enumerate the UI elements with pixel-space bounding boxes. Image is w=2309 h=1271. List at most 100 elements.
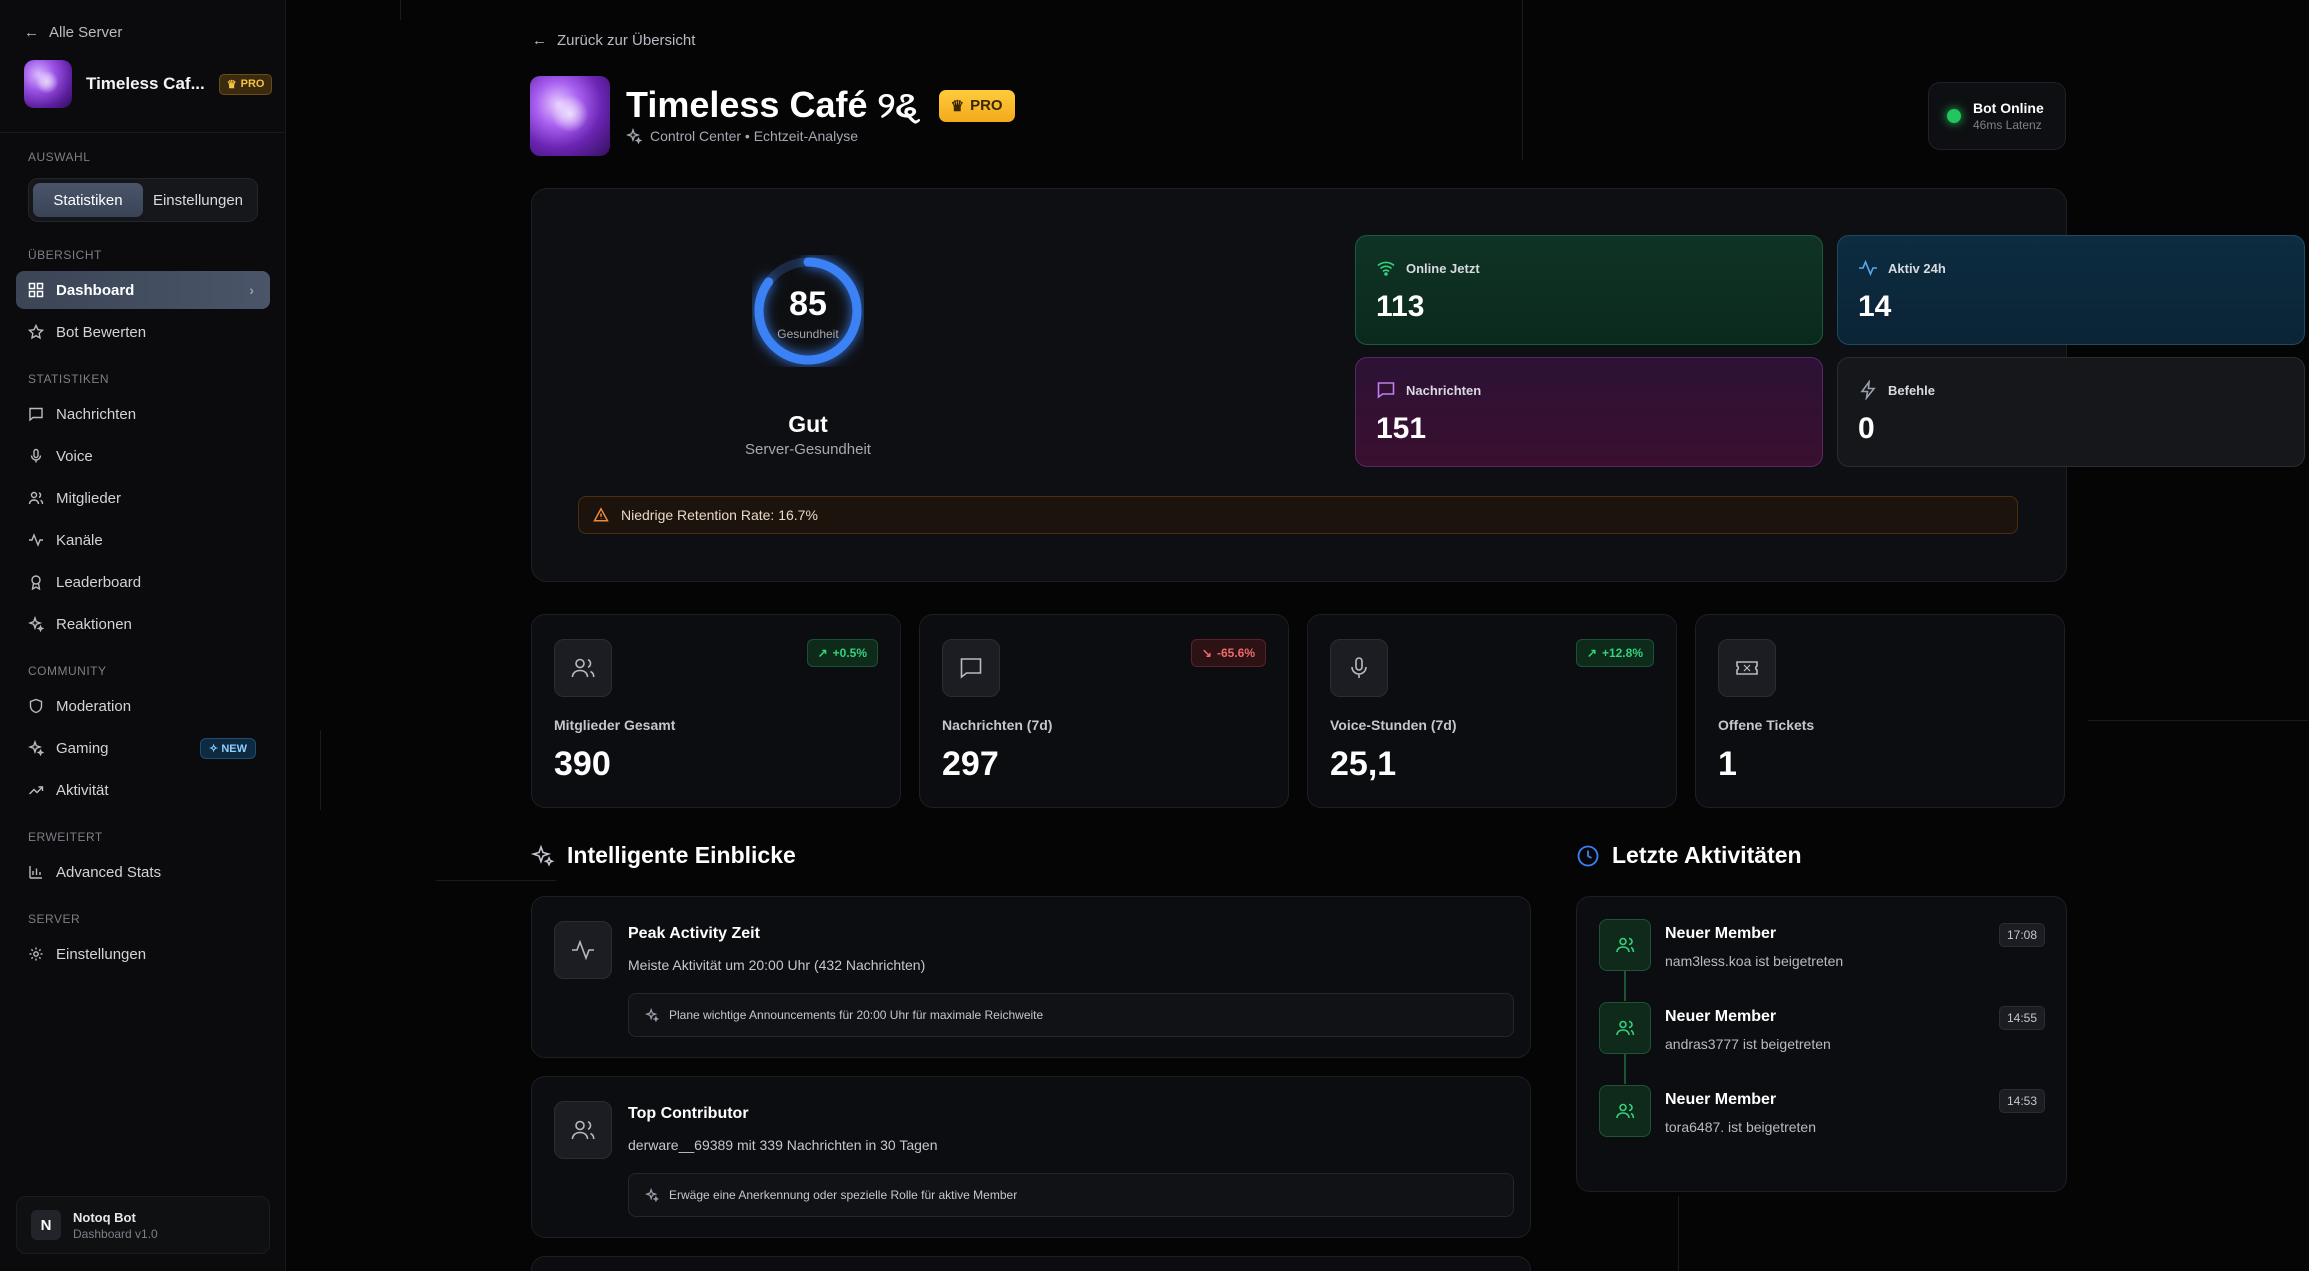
microphone-icon-box bbox=[1330, 639, 1388, 697]
bar-chart-icon bbox=[29, 866, 42, 879]
messages-value: 151 bbox=[1376, 412, 1427, 445]
wifi-icon bbox=[1377, 261, 1395, 276]
new-badge: ✧ NEW bbox=[200, 737, 256, 759]
message-icon-box bbox=[942, 639, 1000, 697]
sidebar: ← Alle Server Timeless Caf... ♛ PRO AUSWA… bbox=[0, 0, 286, 1271]
active-24h-value: 14 bbox=[1858, 290, 1892, 323]
status-dot bbox=[1947, 109, 1961, 123]
ticket-icon-box bbox=[1718, 639, 1776, 697]
sidebar-item-bot-bewerten[interactable]: Bot Bewerten bbox=[16, 313, 270, 351]
bot-version: Dashboard v1.0 bbox=[73, 1226, 158, 1241]
active-24h-card: Aktiv 24h 14 bbox=[1837, 235, 2305, 345]
open-tickets-card: Offene Tickets 1 bbox=[1695, 614, 2065, 808]
activity-time: 17:08 bbox=[1998, 923, 2045, 947]
sidebar-item-mitglieder[interactable]: Mitglieder bbox=[16, 479, 270, 517]
sidebar-item-gaming[interactable]: Gaming ✧ NEW bbox=[16, 729, 270, 767]
members-label: Mitglieder Gesamt bbox=[554, 717, 676, 733]
sidebar-item-aktivitaet[interactable]: Aktivität bbox=[16, 771, 270, 809]
ring-progress bbox=[754, 257, 862, 365]
clock-icon bbox=[1577, 845, 1599, 866]
users-icon-box bbox=[1599, 1002, 1651, 1054]
members-trend: ↗ +0.5% bbox=[806, 639, 878, 667]
activity-item: Neuer Member andras3777 ist beigetreten … bbox=[1599, 1002, 2049, 1062]
view-toggle: Statistiken Einstellungen bbox=[28, 178, 258, 222]
voice-hours-label: Voice-Stunden (7d) bbox=[1330, 717, 1457, 733]
crown-icon: ♛ bbox=[226, 78, 237, 91]
insight-card: Peak Activity Zeit Meiste Aktivität um 2… bbox=[531, 896, 1531, 1058]
sidebar-item-voice[interactable]: Voice bbox=[16, 437, 270, 475]
sparkles-icon bbox=[626, 128, 642, 144]
warning-icon bbox=[593, 507, 609, 522]
bg-decoration bbox=[2088, 720, 2308, 721]
activity-title: Neuer Member bbox=[1665, 925, 1777, 942]
users-icon bbox=[28, 491, 44, 505]
messages-7d-value: 297 bbox=[942, 745, 999, 783]
page-title: Timeless Café ୨ୡ ♛ PRO bbox=[626, 84, 1015, 127]
microphone-icon bbox=[30, 448, 42, 463]
insight-tip: Erwäge eine Anerkennung oder spezielle R… bbox=[628, 1173, 1514, 1217]
message-icon bbox=[29, 407, 43, 422]
sidebar-item-kanaele[interactable]: Kanäle bbox=[16, 521, 270, 559]
sidebar-item-dashboard[interactable]: Dashboard › bbox=[16, 271, 270, 309]
sidebar-item-advanced-stats[interactable]: Advanced Stats bbox=[16, 853, 270, 891]
arrow-left-icon: ← bbox=[24, 24, 39, 41]
messages-card: Nachrichten 151 bbox=[1355, 357, 1823, 467]
pro-badge: ♛ PRO bbox=[218, 73, 273, 95]
timeline-connector bbox=[1624, 1054, 1626, 1084]
toggle-statistiken[interactable]: Statistiken bbox=[33, 183, 143, 217]
insights-heading: Intelligente Einblicke bbox=[531, 842, 796, 869]
online-now-value: 113 bbox=[1376, 290, 1425, 323]
back-to-overview-link[interactable]: ← Zurück zur Übersicht bbox=[532, 32, 696, 49]
users-icon-box bbox=[1599, 1085, 1651, 1137]
voice-hours-card: ↗ +12.8% Voice-Stunden (7d) 25,1 bbox=[1307, 614, 1677, 808]
health-rating: Gut bbox=[788, 411, 828, 437]
microphone-icon bbox=[1351, 657, 1367, 678]
sidebar-item-leaderboard[interactable]: Leaderboard bbox=[16, 563, 270, 601]
all-servers-link[interactable]: ← Alle Server bbox=[24, 24, 123, 41]
sparkles-icon bbox=[531, 844, 555, 867]
timeline-connector bbox=[1624, 971, 1626, 1001]
message-icon bbox=[960, 658, 982, 679]
insight-tip: Plane wichtige Announcements für 20:00 U… bbox=[628, 993, 1514, 1037]
trending-up-icon: ↗ bbox=[817, 646, 828, 660]
toggle-einstellungen[interactable]: Einstellungen bbox=[152, 191, 244, 209]
users-icon bbox=[1616, 1103, 1635, 1119]
health-score: 85 bbox=[789, 285, 827, 323]
server-name: Timeless Caf... bbox=[86, 74, 205, 93]
bot-logo: N bbox=[31, 1210, 61, 1240]
users-icon bbox=[571, 658, 595, 678]
messages-trend: ↘ -65.6% bbox=[1190, 639, 1266, 667]
trending-up-icon: ↗ bbox=[1586, 646, 1597, 660]
insight-card: Top Contributor derware__69389 mit 339 N… bbox=[531, 1076, 1531, 1238]
activity-icon bbox=[1859, 259, 1877, 277]
sidebar-item-reaktionen[interactable]: Reaktionen bbox=[16, 605, 270, 643]
activity-description: andras3777 ist beigetreten bbox=[1665, 1036, 1831, 1052]
members-value: 390 bbox=[554, 745, 611, 783]
server-header[interactable]: Timeless Caf... ♛ PRO bbox=[24, 60, 273, 108]
page-subtitle: Control Center • Echtzeit-Analyse bbox=[626, 128, 858, 144]
sparkles-icon bbox=[645, 1008, 659, 1022]
health-ring bbox=[754, 257, 862, 365]
main-content: ← Zurück zur Übersicht Timeless Café ୨ୡ … bbox=[286, 0, 2309, 1271]
trending-down-icon: ↘ bbox=[1201, 646, 1212, 660]
activity-description: nam3less.koa ist beigetreten bbox=[1665, 953, 1844, 969]
bg-decoration bbox=[320, 730, 321, 810]
members-total-card: ↗ +0.5% Mitglieder Gesamt 390 bbox=[531, 614, 901, 808]
activity-item: Neuer Member nam3less.koa ist beigetrete… bbox=[1599, 919, 2049, 979]
bot-footer[interactable]: N Notoq Bot Dashboard v1.0 bbox=[16, 1196, 270, 1254]
commands-card: Befehle 0 bbox=[1837, 357, 2305, 467]
arrow-left-icon: ← bbox=[532, 32, 547, 49]
bg-decoration bbox=[400, 0, 401, 20]
section-label-statistiken: STATISTIKEN bbox=[28, 372, 110, 386]
sidebar-item-moderation[interactable]: Moderation bbox=[16, 687, 270, 725]
sidebar-item-nachrichten[interactable]: Nachrichten bbox=[16, 395, 270, 433]
zap-icon bbox=[1860, 380, 1876, 400]
sidebar-item-einstellungen[interactable]: Einstellungen bbox=[16, 935, 270, 973]
bot-name: Notoq Bot bbox=[73, 1209, 136, 1225]
activity-time: 14:55 bbox=[1998, 1006, 2045, 1030]
voice-hours-value: 25,1 bbox=[1330, 745, 1397, 783]
activity-heading: Letzte Aktivitäten bbox=[1576, 842, 1802, 869]
insight-card bbox=[531, 1256, 1531, 1271]
section-label-auswahl: AUSWAHL bbox=[28, 150, 91, 164]
voice-trend: ↗ +12.8% bbox=[1575, 639, 1654, 667]
